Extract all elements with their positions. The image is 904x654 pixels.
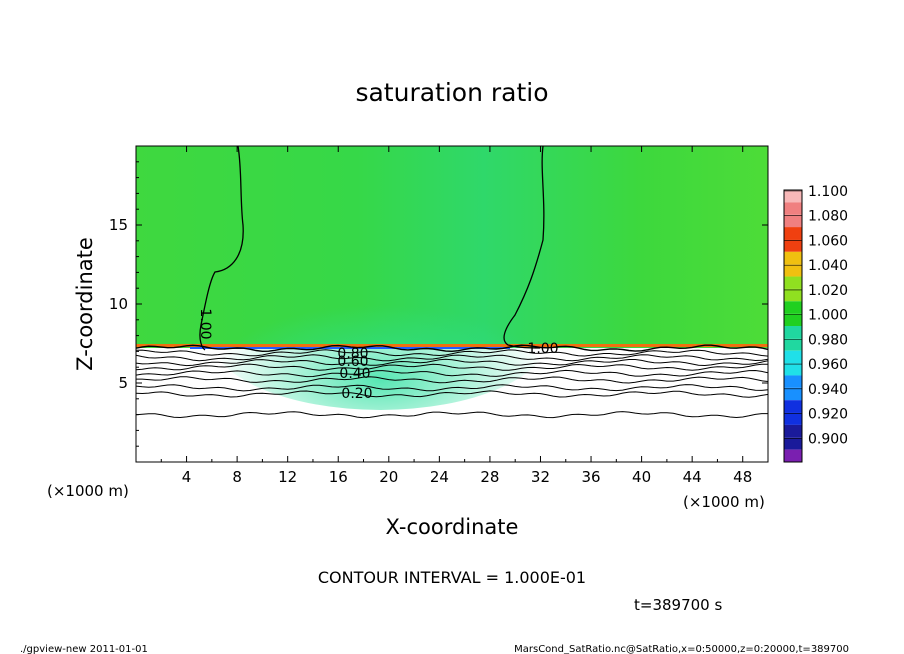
blue-boundary-band (190, 347, 510, 349)
contour-label-group: 1.00 1.00 0.80 0.60 0.40 0.20 (197, 308, 559, 402)
y-tick-label: 5 (118, 374, 128, 392)
colorbar-segment (784, 437, 802, 450)
colorbar-segment (784, 251, 802, 265)
colorbar-segment (784, 202, 802, 215)
chart-title: saturation ratio (355, 78, 548, 107)
contour-interval: CONTOUR INTERVAL = 1.000E-01 (318, 568, 586, 587)
colorbar-label: 0.900 (808, 431, 848, 447)
colorbar-segment (784, 338, 802, 351)
time-label: t=389700 s (634, 596, 722, 614)
colorbar-frame (783, 189, 803, 463)
contour-label-0.40: 0.40 (339, 366, 370, 382)
colorbar-segment (784, 363, 802, 376)
x-tick-label: 36 (581, 468, 600, 486)
colorbar-segment (784, 326, 802, 339)
x-tick-label: 44 (683, 468, 702, 486)
contour-line (136, 369, 768, 378)
y-axis-ticks: 5 10 15 (109, 161, 768, 447)
contour-line (136, 376, 768, 384)
colorbar-segment (784, 227, 802, 240)
contour-label-left: 1.00 (197, 308, 213, 339)
contour-label-0.20: 0.20 (341, 386, 372, 402)
contour-line (136, 349, 768, 357)
contour-label-0.60: 0.60 (337, 354, 368, 370)
x-tick-label: 24 (430, 468, 449, 486)
contour-line (136, 390, 768, 398)
colorbar-label: 1.100 (808, 184, 848, 200)
y-axis-label: Z-coordinate (73, 237, 97, 371)
orange-boundary-band (136, 344, 768, 347)
cyan-region (210, 260, 550, 410)
colorbar-segment (784, 190, 802, 203)
x-tick-label: 16 (329, 468, 348, 486)
footer-right: MarsCond_SatRatio.nc@SatRatio,x=0:50000,… (514, 644, 849, 654)
colorbar-segment (784, 313, 802, 326)
y-tick-label: 15 (109, 216, 128, 234)
colorbar-label: 0.940 (808, 382, 848, 398)
contour-lines (136, 344, 768, 419)
colorbar-segment (784, 400, 802, 413)
contour-line (136, 354, 768, 362)
contour-line (136, 358, 768, 367)
contour-line (136, 344, 768, 353)
colorbar: 1.100 1.080 1.060 1.040 1.020 1.000 0.980 0.960… (783, 184, 848, 463)
contour-line (136, 384, 768, 392)
colorbar-segment (784, 387, 802, 401)
colorbar-label: 0.920 (808, 407, 848, 423)
colorbar-segment (784, 375, 802, 388)
contour-1.00-left (199, 146, 244, 351)
y-tick-label: 10 (109, 295, 128, 313)
colorbar-segment (784, 288, 802, 302)
colorbar-label: 1.020 (808, 283, 848, 299)
colorbar-segment (784, 412, 802, 425)
colorbar-label: 0.960 (808, 357, 848, 373)
x-tick-label: 8 (232, 468, 242, 486)
colorbar-segment (784, 239, 802, 252)
footer-left: ./gpview-new 2011-01-01 (20, 644, 148, 654)
contour-1.00-right (503, 146, 545, 349)
x-tick-label: 12 (278, 468, 297, 486)
colorbar-label: 1.060 (808, 233, 848, 249)
colorbar-segment (784, 350, 802, 364)
x-tick-label: 20 (379, 468, 398, 486)
colorbar-label: 1.040 (808, 258, 848, 274)
colorbar-segment (784, 424, 802, 438)
x-tick-label: 32 (531, 468, 550, 486)
x-axis-label: X-coordinate (386, 515, 519, 539)
colorbar-segment (784, 449, 802, 462)
plot-area (136, 146, 768, 462)
contour-line (136, 363, 768, 371)
colorbar-label: 0.980 (808, 332, 848, 348)
colorbar-segment (784, 264, 802, 277)
contour-line (136, 411, 768, 419)
x-tick-label: 4 (182, 468, 192, 486)
x-tick-label: 40 (632, 468, 651, 486)
colorbar-label: 1.080 (808, 209, 848, 225)
contour-label-right: 1.00 (527, 341, 558, 357)
colorbar-segment (784, 276, 802, 289)
colorbar-label: 1.000 (808, 308, 848, 324)
colorbar-segment (784, 301, 802, 314)
x-axis-ticks: 4 8 12 16 20 24 28 32 36 40 44 48 (160, 146, 752, 486)
contour-label-0.80: 0.80 (337, 346, 368, 362)
x-units-right: (×1000 m) (683, 493, 765, 511)
x-units-left: (×1000 m) (47, 482, 129, 500)
colorbar-segment (784, 214, 802, 228)
x-tick-label: 48 (733, 468, 752, 486)
x-tick-label: 28 (480, 468, 499, 486)
